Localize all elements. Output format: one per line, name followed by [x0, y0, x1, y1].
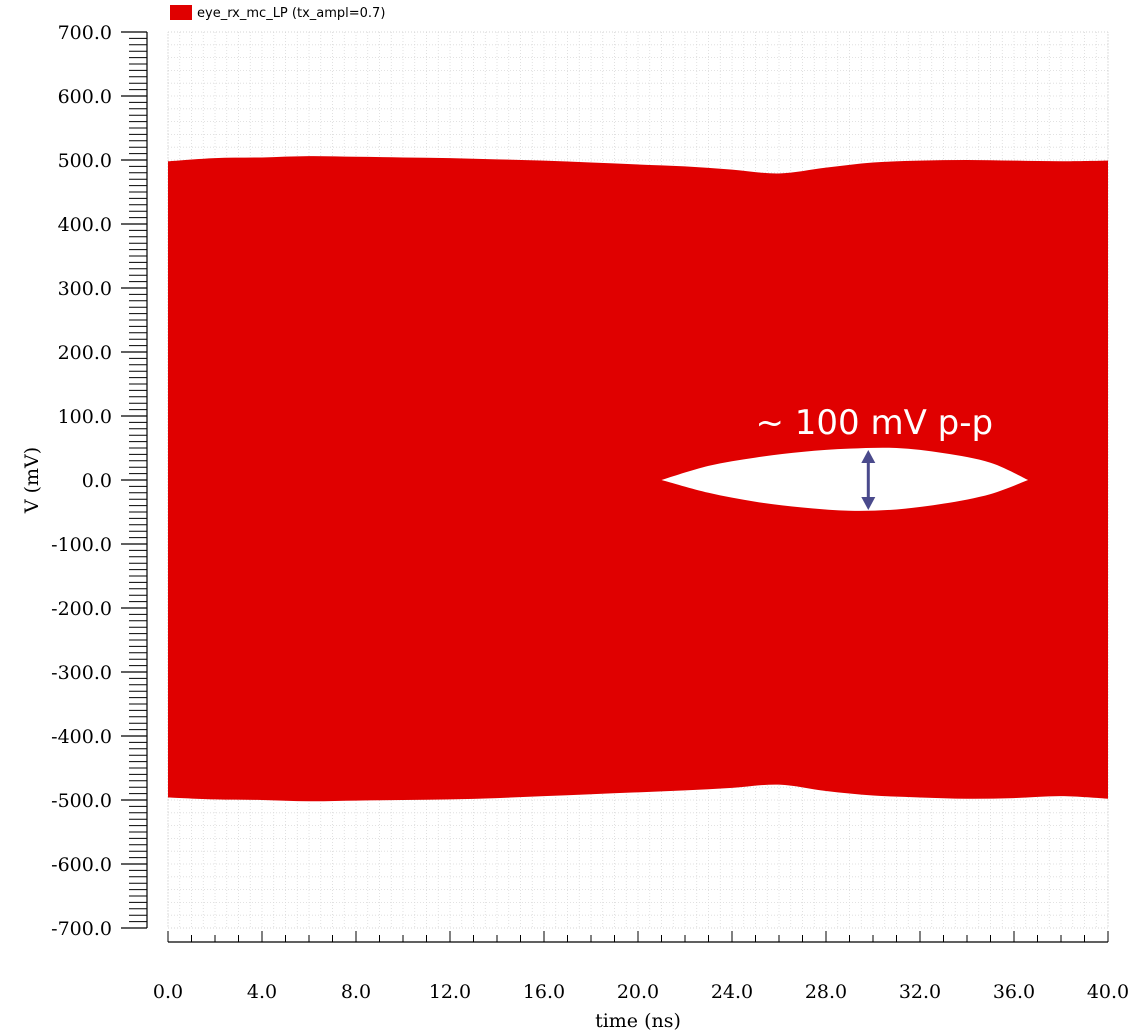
- x-tick-label: 32.0: [899, 981, 941, 1003]
- y-tick-label: -200.0: [51, 598, 112, 620]
- y-tick-label: 700.0: [58, 22, 112, 44]
- y-tick-label: -700.0: [51, 918, 112, 940]
- legend: eye_rx_mc_LP (tx_ampl=0.7): [170, 5, 385, 21]
- eye-band-area: [168, 156, 1108, 802]
- x-tick-label: 40.0: [1087, 981, 1129, 1003]
- x-tick-label: 24.0: [711, 981, 753, 1003]
- y-tick-label: 400.0: [58, 214, 112, 236]
- annotation-arrow-head-down: [861, 497, 876, 510]
- x-tick-label: 36.0: [993, 981, 1035, 1003]
- y-tick-label: 600.0: [58, 86, 112, 108]
- y-tick-label: 500.0: [58, 150, 112, 172]
- axes-layer: 700.0 600.0 500.0 400.0 300.0 200.0 100.0 0.0 -1…: [51, 22, 1129, 1003]
- y-tick-label: 100.0: [58, 406, 112, 428]
- x-tick-label: 8.0: [341, 981, 371, 1003]
- annotation-label: ~ 100 mV p-p: [755, 403, 993, 443]
- x-tick-label: 0.0: [153, 981, 183, 1003]
- y-tick-label: -100.0: [51, 534, 112, 556]
- x-tick-label: 16.0: [523, 981, 565, 1003]
- x-tick-label: 12.0: [429, 981, 471, 1003]
- y-tick-label: -300.0: [51, 662, 112, 684]
- y-tick-label: -400.0: [51, 726, 112, 748]
- y-tick-label: 0.0: [82, 470, 112, 492]
- legend-label: eye_rx_mc_LP (tx_ampl=0.7): [197, 6, 385, 21]
- annotation-arrow-head-up: [861, 450, 876, 463]
- y-tick-label: 200.0: [58, 342, 112, 364]
- x-tick-label: 4.0: [247, 981, 277, 1003]
- legend-swatch: [170, 5, 192, 20]
- data-layer: ~ 100 mV p-p: [168, 156, 1108, 802]
- x-tick-label: 20.0: [617, 981, 659, 1003]
- y-tick-label: 300.0: [58, 278, 112, 300]
- y-tick-label: -600.0: [51, 854, 112, 876]
- eye-opening: [661, 447, 1029, 511]
- y-axis-title: V (mV): [21, 447, 43, 514]
- y-tick-label: -500.0: [51, 790, 112, 812]
- x-axis-title: time (ns): [595, 1010, 681, 1032]
- x-tick-label: 28.0: [805, 981, 847, 1003]
